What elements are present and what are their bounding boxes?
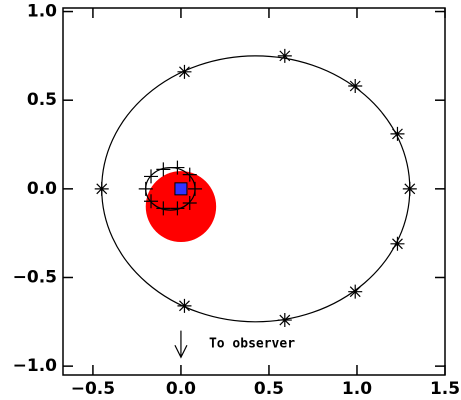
orbit-point — [277, 313, 292, 328]
orbit-point — [182, 196, 197, 211]
x-tick-label: 0.0 — [166, 379, 196, 399]
orbit-point — [402, 181, 417, 196]
y-tick-label: −0.5 — [13, 267, 57, 287]
orbit-point — [156, 201, 171, 216]
orbit-point — [188, 181, 203, 196]
orbit-point — [277, 48, 292, 63]
orbit-point — [170, 160, 185, 175]
orbit-point — [348, 79, 363, 94]
y-tick-label: −1.0 — [13, 356, 58, 376]
orbit-point — [138, 181, 153, 196]
orbit-point — [94, 181, 109, 196]
y-tick-label: 0.0 — [27, 179, 57, 199]
orbit-point — [177, 64, 192, 79]
y-tick-label: 1.0 — [27, 2, 57, 22]
orbit-point — [182, 167, 197, 182]
orbit-point — [390, 236, 405, 251]
x-tick-label: 1.5 — [430, 379, 460, 399]
orbit-point — [177, 298, 192, 313]
orbit-point — [348, 284, 363, 299]
orbit-point — [156, 162, 171, 177]
annotation: To observer — [209, 336, 295, 351]
x-tick-label: 0.5 — [254, 379, 284, 399]
x-tick-label: 1.0 — [342, 379, 372, 399]
orbit-point — [390, 126, 405, 141]
orbit-point — [144, 169, 159, 184]
orbit-point — [144, 194, 159, 209]
plot-frame — [62, 7, 446, 376]
x-tick-label: −0.5 — [71, 379, 115, 399]
y-tick-label: 0.5 — [27, 90, 57, 110]
center-marker — [174, 182, 188, 196]
orbit-point — [170, 201, 185, 216]
observer-arrow — [174, 330, 188, 359]
